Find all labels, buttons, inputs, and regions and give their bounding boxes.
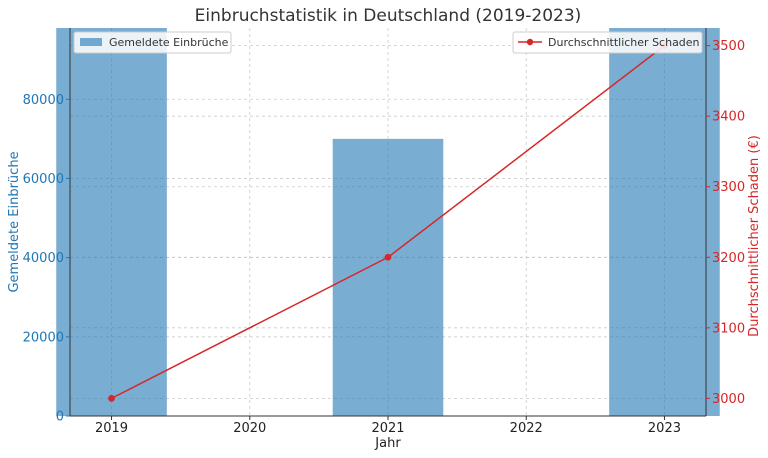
line-point	[108, 394, 115, 402]
bars	[56, 28, 720, 416]
legend-bars-frame	[73, 31, 232, 54]
left-tick-label: 80000	[23, 93, 64, 108]
left-tick-label: 20000	[23, 330, 64, 345]
legend-bars-label: Gemeldete Einbrüche	[109, 36, 229, 49]
bar	[332, 138, 444, 416]
right-tick-label: 3200	[712, 251, 745, 266]
line-point	[384, 253, 392, 261]
right-tick-label: 3000	[712, 392, 745, 407]
legend-line: Durchschnittlicher Schaden	[512, 31, 703, 54]
x-axis-label: Jahr	[374, 436, 401, 451]
right-tick-label: 3300	[712, 180, 745, 195]
left-tick-label: 60000	[23, 172, 64, 187]
left-tick-label: 40000	[23, 251, 64, 266]
left-axis-label: Gemeldete Einbrüche	[7, 151, 22, 292]
axes: 2019 2020 2021 2022 2023 0 20000 40000 60000 8000…	[23, 28, 745, 436]
right-tick-label: 3400	[712, 110, 745, 125]
right-tick-label: 3100	[712, 321, 745, 336]
x-tick-label: 2023	[648, 421, 681, 436]
legend-line-label: Durchschnittlicher Schaden	[548, 36, 700, 49]
legend-bars-swatch	[80, 38, 102, 46]
chart-title: Einbruchstatistik in Deutschland (2019-2…	[195, 6, 582, 26]
x-tick-label: 2022	[510, 421, 543, 436]
x-tick-label: 2020	[233, 421, 266, 436]
legend-line-frame	[512, 31, 703, 54]
legend-line-marker	[526, 38, 534, 46]
right-axis-label: Durchschnittlicher Schaden (€)	[747, 135, 762, 337]
legend-bars: Gemeldete Einbrüche	[73, 31, 232, 54]
right-tick-label: 3500	[712, 39, 745, 54]
bar	[609, 28, 720, 416]
bar	[56, 28, 167, 416]
x-tick-label: 2021	[371, 421, 404, 436]
left-tick-label: 0	[56, 410, 64, 425]
x-tick-label: 2019	[95, 421, 128, 436]
